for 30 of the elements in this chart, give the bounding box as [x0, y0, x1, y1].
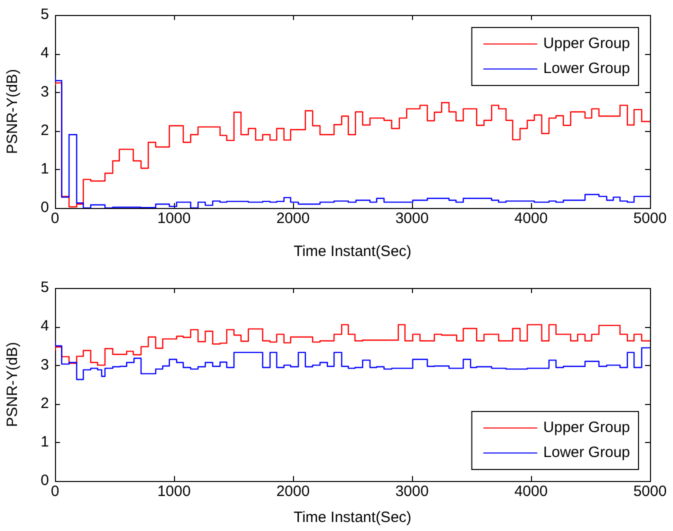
y-tick-label: 5: [40, 279, 49, 296]
y-tick-label: 3: [40, 356, 49, 374]
y-tick-label: 5: [40, 6, 49, 24]
legend-label: Lower Group: [543, 60, 630, 78]
y-tick-label: 1: [40, 160, 49, 178]
y-axis-title: PSNR-Y(dB): [4, 68, 22, 154]
y-tick-label: 4: [40, 318, 49, 335]
legend-label: Upper Group: [543, 35, 630, 52]
x-axis-title: Time Instant(Sec): [294, 243, 412, 260]
y-tick-label: 3: [40, 83, 49, 100]
x-tick-label: 2000: [276, 210, 310, 228]
y-tick-label: 2: [40, 394, 49, 412]
legend-label: Upper Group: [543, 419, 630, 436]
y-tick-label: 0: [40, 199, 49, 216]
x-tick-label: 1000: [157, 483, 191, 500]
x-tick-label: 1000: [157, 210, 191, 228]
x-tick-label: 3000: [395, 210, 429, 228]
y-tick-label: 0: [40, 472, 49, 490]
y-tick-label: 4: [40, 44, 49, 62]
y-tick-label: 1: [40, 434, 49, 451]
x-tick-label: 2000: [276, 483, 310, 500]
x-tick-label: 5000: [633, 210, 667, 228]
x-tick-label: 3000: [395, 483, 429, 500]
x-tick-label: 4000: [514, 483, 548, 500]
y-axis-title: PSNR-Y(dB): [4, 342, 22, 428]
x-tick-label: 5000: [633, 483, 667, 500]
x-axis-title: Time Instant(Sec): [294, 509, 412, 526]
y-tick-label: 2: [40, 122, 49, 139]
legend-label: Lower Group: [543, 444, 630, 462]
x-tick-label: 4000: [514, 210, 548, 228]
